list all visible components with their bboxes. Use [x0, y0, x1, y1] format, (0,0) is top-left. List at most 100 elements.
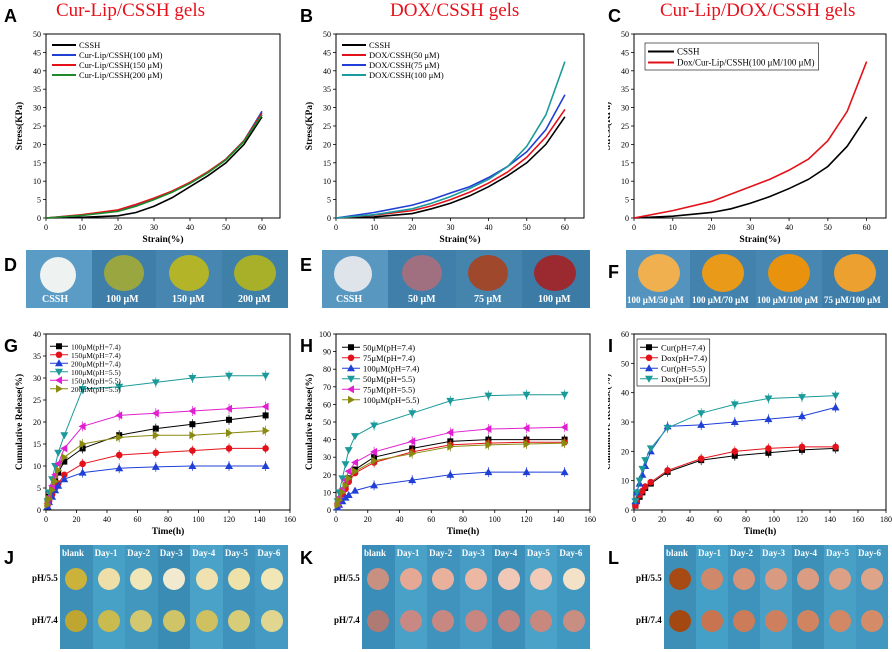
sample-disc-j-1-4	[195, 610, 218, 632]
y-tick-label-c-1: 5	[625, 196, 629, 205]
data-point-h-4-11	[560, 423, 568, 432]
series-line-a-2	[45, 112, 263, 219]
data-point-h-4-8	[446, 428, 454, 437]
legend-label-g-2: 200μM(pH=7.4)	[71, 359, 121, 368]
y-tick-label-b-2: 10	[323, 177, 331, 186]
data-point-i-1-8	[731, 448, 739, 455]
legend-marker-i-3	[645, 375, 653, 383]
legend-label-b-1: DOX/CSSH(50 μM)	[369, 50, 440, 60]
legend-label-i-0: Cur(pH=7.4)	[661, 342, 705, 352]
day-label-k-2: Day-2	[429, 548, 453, 558]
y-tick-label-b-7: 35	[323, 85, 331, 94]
x-axis-label-h: Time(h)	[447, 526, 480, 537]
y-tick-label-a-9: 45	[33, 48, 41, 57]
caption-f-1: 100 μM/50 μM	[627, 295, 684, 305]
y-tick-label-h-1: 10	[323, 488, 331, 497]
y-tick-label-c-9: 45	[621, 48, 629, 57]
sample-disc-l-0-4	[797, 568, 819, 590]
x-tick-label-g-7: 140	[254, 515, 266, 524]
y-tick-label-g-0: 0	[37, 506, 41, 515]
data-point-h-5-7	[409, 449, 417, 458]
x-tick-label-b-0: 0	[334, 223, 338, 232]
photo-l: blank Day-1 Day-2 Day-3 Day-4 Day-5 Day-6 pH/5.…	[636, 545, 888, 649]
row-label-l-0: pH/5.5	[636, 573, 662, 583]
data-point-h-2-5	[351, 486, 360, 494]
data-point-g-5-8	[152, 431, 160, 440]
data-point-h-5-8	[447, 442, 455, 451]
data-point-g-5-5	[61, 453, 69, 462]
x-axis-label-b: Strain(%)	[439, 234, 480, 245]
data-point-h-5-2	[339, 488, 347, 497]
photo-f: 100 μM/50 μM 100 μM/70 μM 100 μM/100 μM …	[626, 250, 888, 308]
y-tick-label-g-5: 25	[33, 396, 41, 405]
sample-disc-k-0-3	[465, 568, 487, 590]
photo-j: blank Day-1 Day-2 Day-3 Day-4 Day-5 Day-6 pH/5.…	[32, 545, 288, 649]
data-point-h-4-10	[522, 424, 530, 433]
data-point-h-3-3	[341, 461, 350, 469]
series-line-b-2	[335, 94, 566, 219]
x-tick-label-i-4: 80	[742, 515, 750, 524]
data-point-g-4-10	[225, 404, 232, 413]
sample-disc-l-1-5	[829, 610, 851, 632]
panel-label-g: G	[4, 336, 19, 356]
data-point-g-1-7	[115, 451, 123, 459]
chart-a: 0 10 20 30 40 50 60 0 5 10 15 20 25 30 35 40 45 50 Strain(…	[14, 30, 281, 245]
caption-e-2: 50 μM	[408, 294, 436, 305]
day-label-j-0: blank	[62, 548, 85, 558]
data-point-i-1-5	[647, 478, 655, 486]
data-point-h-2-8	[446, 470, 455, 478]
series-line-g-1	[47, 447, 266, 506]
x-tick-label-a-0: 0	[44, 223, 48, 232]
x-tick-label-g-3: 60	[134, 515, 142, 524]
legend-label-c-1: Dox/Cur-Lip/CSSH(100 μM/100 μM)	[677, 58, 814, 68]
data-point-i-3-4	[641, 457, 650, 465]
y-tick-label-i-3: 30	[621, 418, 629, 427]
sample-disc-k-0-6	[562, 568, 585, 590]
y-axis-label-g: Cumulative Release(%)	[14, 374, 25, 470]
y-tick-label-h-5: 50	[323, 418, 331, 427]
y-tick-label-g-3: 15	[33, 440, 41, 449]
y-tick-label-g-1: 5	[37, 484, 41, 493]
sample-disc-k-0-4	[497, 568, 520, 590]
panel-label-d: D	[4, 255, 17, 275]
day-label-j-6: Day-6	[257, 548, 281, 558]
legend-marker-g-3	[55, 368, 63, 376]
legend-label-b-2: DOX/CSSH(75 μM)	[369, 60, 440, 70]
data-point-h-3-4	[344, 447, 353, 455]
sample-disc-j-0-0	[65, 568, 88, 590]
data-point-h-5-6	[371, 456, 379, 465]
sample-disc-j-1-0	[65, 610, 88, 632]
data-point-h-2-11	[560, 468, 569, 476]
legend-label-i-3: Dox(pH=5.5)	[661, 374, 707, 384]
y-tick-label-h-7: 70	[323, 383, 331, 392]
data-point-g-5-6	[79, 440, 87, 448]
chart-h: 0 20 40 60 80 100 120 140 160 0 10 20 30 40 50 60 70 80 90…	[304, 330, 596, 537]
y-tick-label-h-8: 80	[323, 365, 331, 374]
data-point-g-2-8	[151, 462, 160, 470]
sample-disc-j-0-6	[260, 568, 283, 590]
y-tick-label-g-4: 20	[33, 418, 41, 427]
data-point-h-3-6	[370, 422, 379, 430]
y-tick-label-g-2: 10	[33, 462, 41, 471]
x-tick-label-a-6: 60	[258, 223, 266, 232]
sample-disc-j-1-2	[130, 610, 153, 632]
data-point-i-1-7	[697, 455, 705, 462]
y-tick-label-i-1: 10	[621, 477, 629, 486]
data-point-g-3-5	[60, 432, 69, 440]
legend-label-c-0: CSSH	[677, 47, 700, 57]
data-point-g-1-10	[225, 445, 233, 452]
data-point-g-5-11	[262, 426, 270, 435]
y-tick-label-c-3: 15	[621, 159, 629, 168]
panel-label-k: K	[300, 548, 313, 568]
x-tick-label-i-7: 140	[824, 515, 836, 524]
data-point-g-3-4	[54, 449, 63, 457]
sample-disc-k-1-3	[465, 610, 487, 632]
y-tick-label-b-3: 15	[323, 159, 331, 168]
data-point-g-5-10	[226, 429, 233, 437]
data-point-h-3-5	[351, 433, 360, 441]
sample-disc-j-1-1	[97, 610, 120, 632]
y-tick-label-g-8: 40	[33, 330, 41, 339]
legend-marker-h-3	[347, 375, 355, 383]
y-tick-label-h-4: 40	[323, 436, 331, 445]
data-point-i-2-7	[697, 420, 706, 428]
